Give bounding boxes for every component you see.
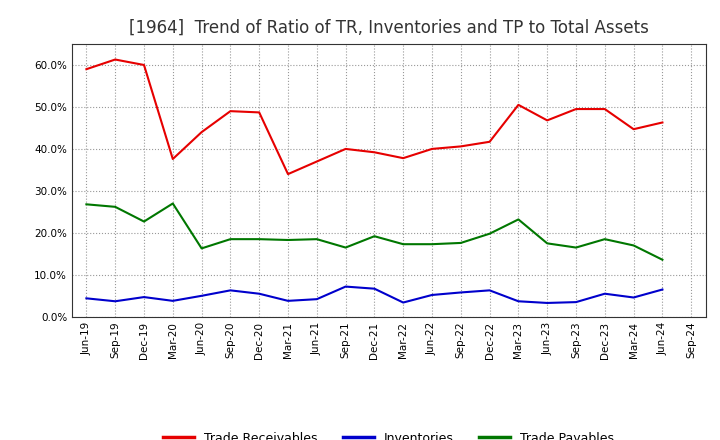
Inventories bbox=[140, 294, 148, 300]
Trade Payables bbox=[399, 242, 408, 247]
Trade Receivables bbox=[82, 66, 91, 72]
Trade Payables bbox=[341, 245, 350, 250]
Inventories bbox=[255, 291, 264, 297]
Inventories bbox=[428, 292, 436, 297]
Trade Receivables bbox=[111, 57, 120, 62]
Inventories bbox=[341, 284, 350, 289]
Trade Payables bbox=[168, 201, 177, 206]
Inventories bbox=[312, 297, 321, 302]
Inventories bbox=[284, 298, 292, 304]
Line: Inventories: Inventories bbox=[86, 286, 662, 303]
Inventories bbox=[629, 295, 638, 300]
Trade Receivables bbox=[600, 106, 609, 112]
Trade Receivables bbox=[284, 172, 292, 177]
Inventories bbox=[514, 299, 523, 304]
Trade Receivables bbox=[543, 118, 552, 123]
Trade Receivables bbox=[140, 62, 148, 68]
Inventories bbox=[485, 288, 494, 293]
Inventories bbox=[197, 293, 206, 298]
Trade Receivables bbox=[226, 109, 235, 114]
Trade Payables bbox=[514, 217, 523, 222]
Trade Receivables bbox=[399, 155, 408, 161]
Inventories bbox=[168, 298, 177, 304]
Trade Payables bbox=[370, 234, 379, 239]
Inventories bbox=[658, 287, 667, 292]
Inventories bbox=[600, 291, 609, 297]
Trade Payables bbox=[658, 257, 667, 262]
Inventories bbox=[82, 296, 91, 301]
Trade Receivables bbox=[428, 146, 436, 151]
Trade Receivables bbox=[485, 139, 494, 144]
Trade Payables bbox=[543, 241, 552, 246]
Trade Payables bbox=[485, 231, 494, 236]
Trade Receivables bbox=[514, 102, 523, 107]
Trade Payables bbox=[428, 242, 436, 247]
Trade Payables bbox=[111, 204, 120, 209]
Line: Trade Receivables: Trade Receivables bbox=[86, 59, 662, 174]
Inventories bbox=[399, 300, 408, 305]
Inventories bbox=[226, 288, 235, 293]
Inventories bbox=[572, 300, 580, 305]
Inventories bbox=[543, 301, 552, 306]
Trade Payables bbox=[226, 237, 235, 242]
Trade Payables bbox=[197, 246, 206, 251]
Inventories bbox=[456, 290, 465, 295]
Trade Receivables bbox=[658, 120, 667, 125]
Trade Receivables bbox=[629, 127, 638, 132]
Inventories bbox=[370, 286, 379, 291]
Trade Receivables bbox=[168, 156, 177, 161]
Trade Receivables bbox=[456, 144, 465, 149]
Trade Receivables bbox=[312, 159, 321, 164]
Title: [1964]  Trend of Ratio of TR, Inventories and TP to Total Assets: [1964] Trend of Ratio of TR, Inventories… bbox=[129, 19, 649, 37]
Trade Receivables bbox=[197, 129, 206, 135]
Line: Trade Payables: Trade Payables bbox=[86, 203, 662, 260]
Trade Payables bbox=[600, 237, 609, 242]
Inventories bbox=[111, 299, 120, 304]
Legend: Trade Receivables, Inventories, Trade Payables: Trade Receivables, Inventories, Trade Pa… bbox=[158, 427, 619, 440]
Trade Payables bbox=[255, 237, 264, 242]
Trade Payables bbox=[284, 237, 292, 242]
Trade Payables bbox=[82, 202, 91, 207]
Trade Payables bbox=[140, 219, 148, 224]
Trade Receivables bbox=[255, 110, 264, 115]
Trade Payables bbox=[572, 245, 580, 250]
Trade Payables bbox=[629, 243, 638, 248]
Trade Receivables bbox=[572, 106, 580, 112]
Trade Payables bbox=[312, 237, 321, 242]
Trade Receivables bbox=[370, 150, 379, 155]
Trade Payables bbox=[456, 240, 465, 246]
Trade Receivables bbox=[341, 146, 350, 151]
